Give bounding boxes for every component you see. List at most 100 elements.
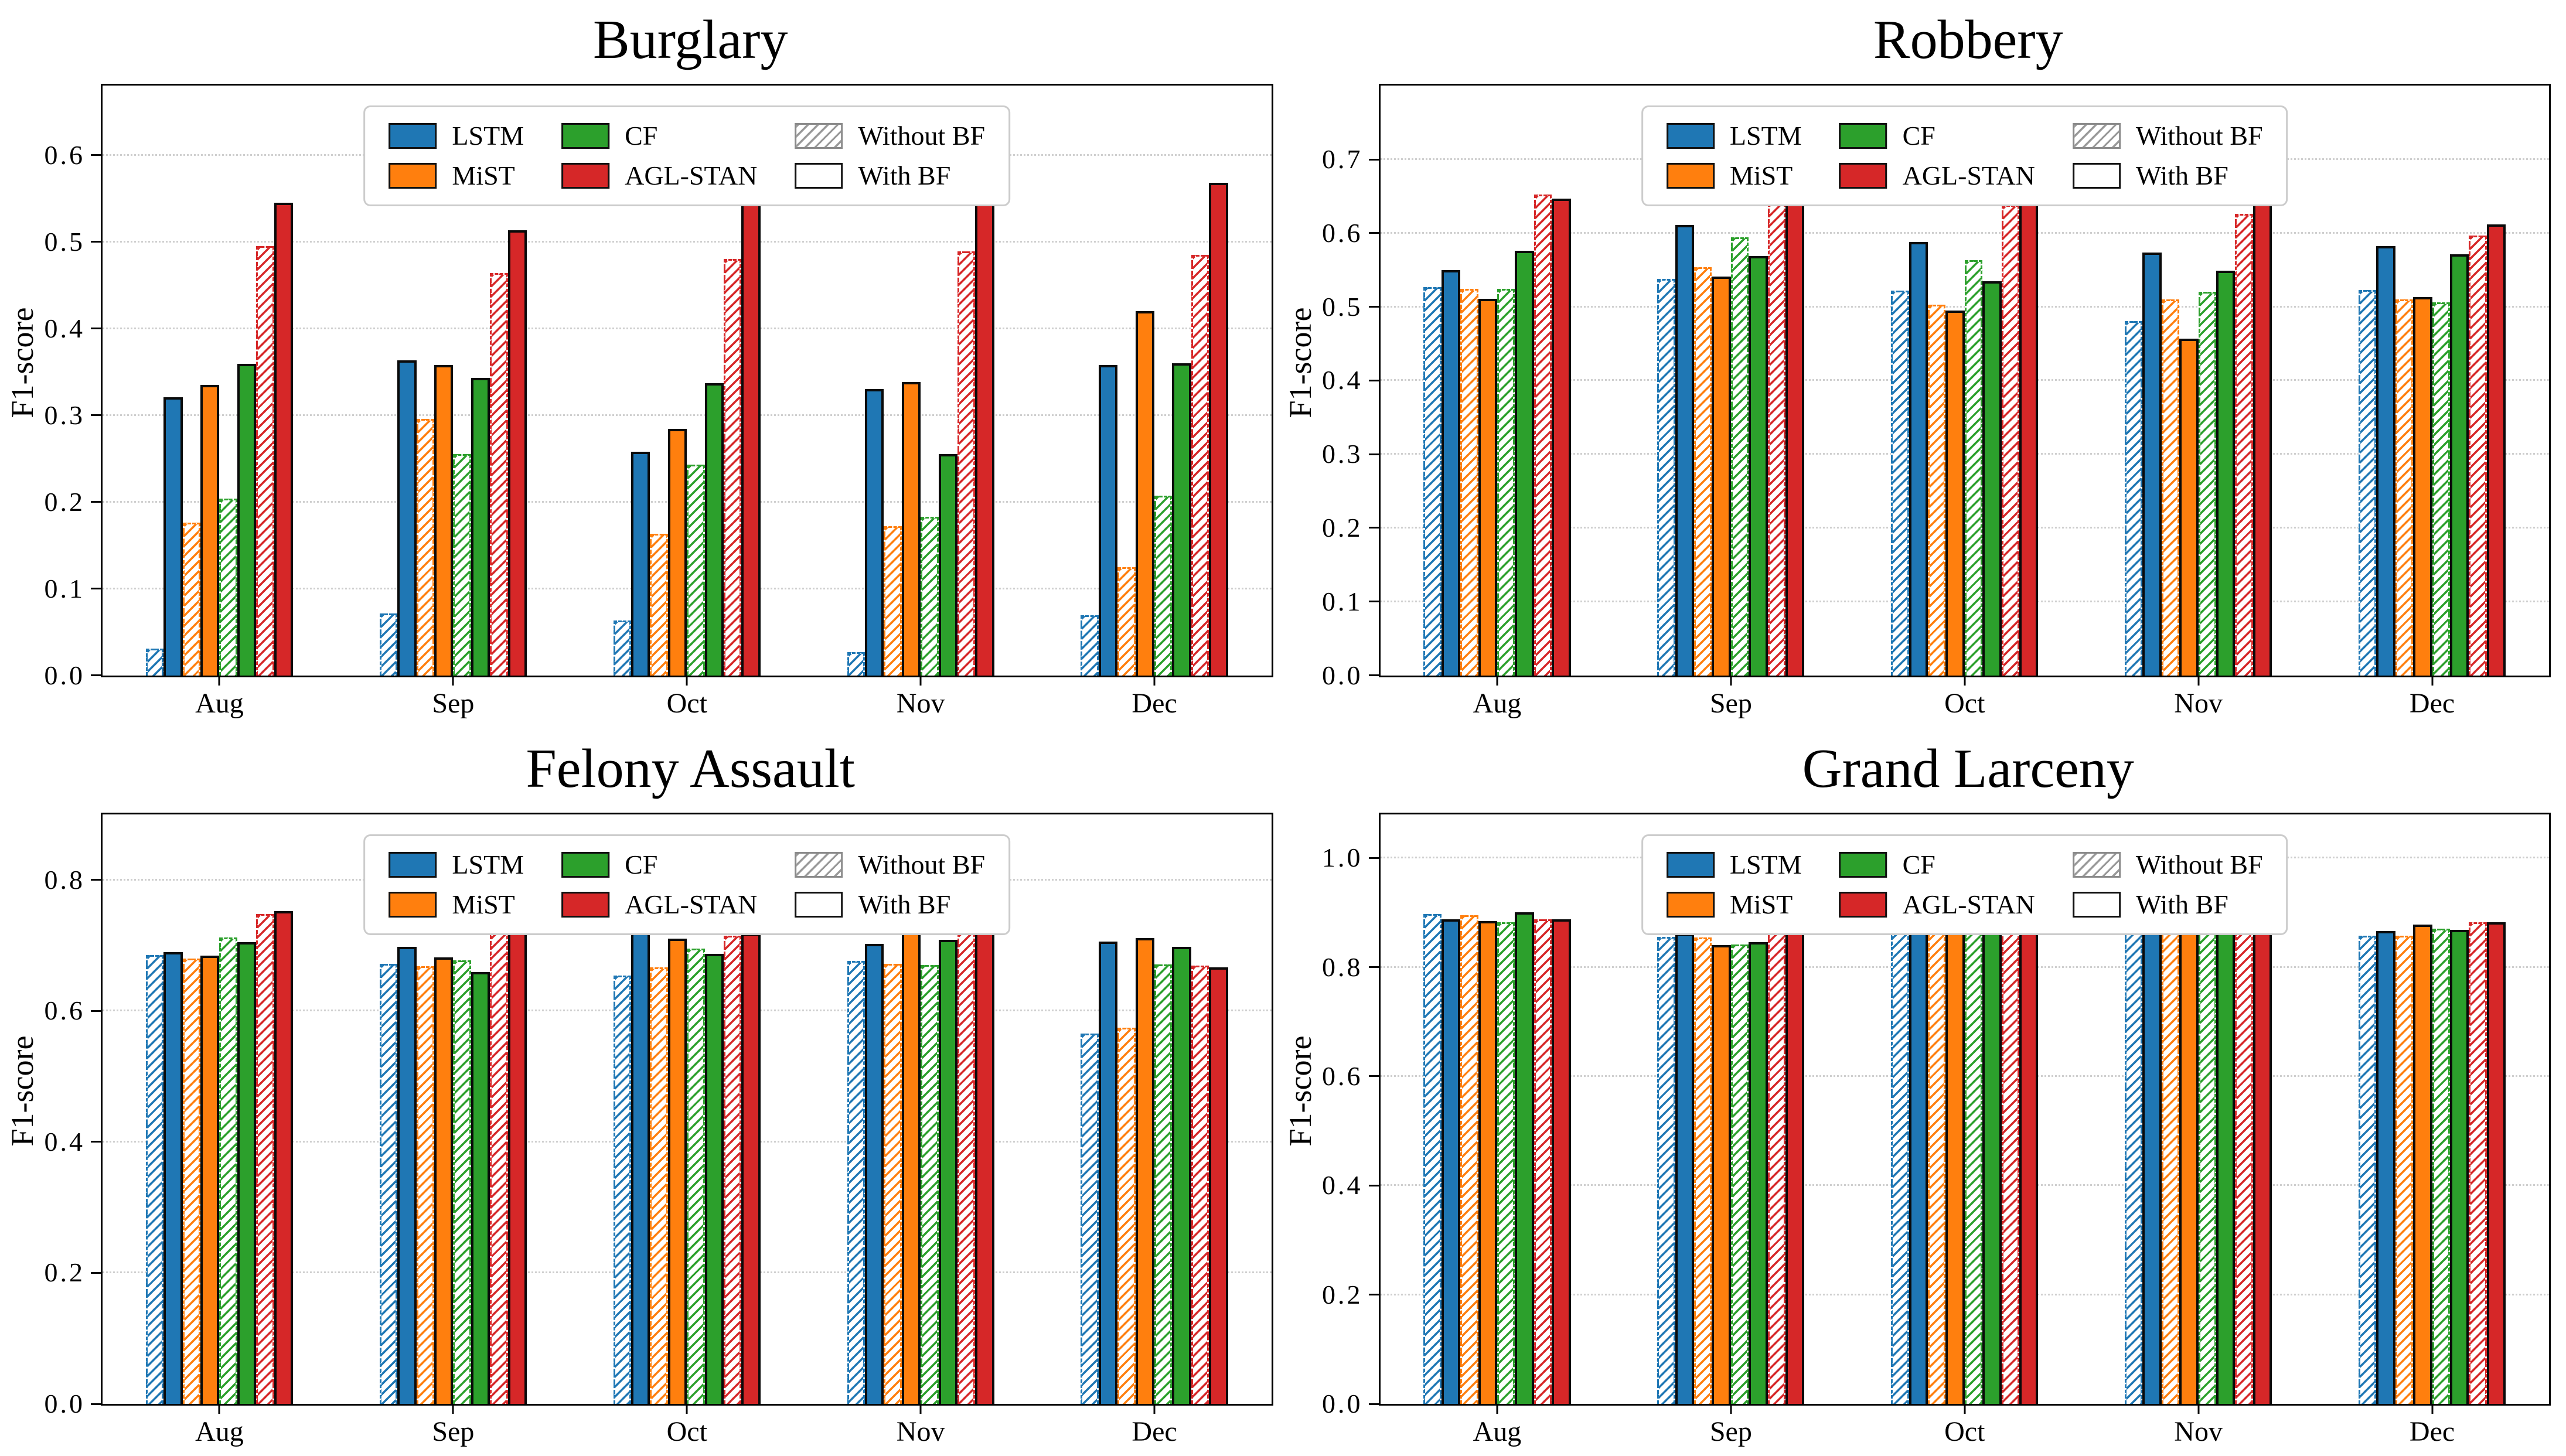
bar-cf-with-bf — [1515, 912, 1534, 1404]
bar-mist-without-bf — [884, 963, 902, 1404]
bar-agl-stan-without-bf — [2469, 922, 2487, 1404]
bar-group-oct — [1848, 86, 2081, 676]
legend-item-cf: CF — [561, 122, 757, 149]
bar-cf-with-bf — [1172, 363, 1191, 676]
bar-agl-stan-without-bf — [2001, 920, 2019, 1404]
bar-cluster — [1081, 86, 1228, 676]
legend-item-mist: MiST — [1666, 891, 1802, 918]
bar-agl-stan-without-bf — [724, 259, 742, 676]
bar-cluster — [1081, 814, 1228, 1404]
bar-cf-without-bf — [1154, 496, 1173, 676]
bar-lstm-without-bf — [1657, 937, 1675, 1404]
legend-item-agl-stan: AGL-STAN — [561, 162, 757, 189]
bar-mist-without-bf — [650, 967, 668, 1404]
legend-item-with-bf: With BF — [795, 162, 985, 189]
legend-swatch-without-bf — [2072, 851, 2121, 878]
legend-item-cf: CF — [561, 851, 757, 878]
x-tick-label: Aug — [195, 687, 244, 719]
x-tick-label: Oct — [666, 687, 707, 719]
bar-agl-stan-without-bf — [490, 272, 508, 676]
bar-lstm-without-bf — [1657, 278, 1675, 676]
bar-agl-stan-with-bf — [741, 933, 761, 1404]
bar-lstm-without-bf — [847, 652, 865, 676]
bar-lstm-with-bf — [1675, 933, 1695, 1404]
bar-group-aug — [103, 86, 336, 676]
bar-cf-without-bf — [921, 964, 939, 1404]
y-axis-label: F1-score — [5, 307, 40, 418]
x-tick-label: Sep — [432, 1416, 475, 1447]
legend-item-mist: MiST — [1666, 161, 1802, 191]
bar-cf-without-bf — [1497, 922, 1515, 1404]
bar-agl-stan-with-bf — [1552, 919, 1571, 1404]
y-tick-label: 0.8 — [1322, 952, 1363, 982]
y-tick-label: 0.2 — [44, 1257, 85, 1288]
bar-mist-with-bf — [1712, 277, 1731, 676]
legend-label: With BF — [858, 889, 951, 919]
bar-group-aug — [1381, 86, 1614, 676]
x-tick-label: Dec — [1132, 687, 1177, 719]
y-tick-label: 0.6 — [44, 995, 85, 1026]
bar-lstm-with-bf — [1098, 941, 1118, 1404]
bar-mist-with-bf — [434, 957, 454, 1404]
bar-mist-with-bf — [667, 939, 687, 1404]
bar-lstm-without-bf — [145, 955, 164, 1404]
bar-cluster — [1657, 814, 1805, 1404]
bar-agl-stan-with-bf — [2019, 195, 2039, 676]
y-tick-label: 0.0 — [1322, 660, 1363, 690]
legend-label: Without BF — [2135, 849, 2263, 879]
bar-cluster — [1423, 814, 1571, 1404]
bar-agl-stan-without-bf — [1534, 919, 1552, 1404]
x-tick-mark — [218, 675, 220, 686]
bar-mist-without-bf — [650, 534, 668, 676]
chart-felony-assault: Felony Assault F1-score 0.0 0.2 0.4 0.6 0.8 A… — [5, 737, 1280, 1451]
bar-mist-with-bf — [1945, 918, 1965, 1404]
bar-lstm-without-bf — [145, 648, 164, 676]
x-tick-label: Nov — [896, 1416, 945, 1447]
bar-group-sep — [336, 86, 570, 676]
legend-item-agl-stan: AGL-STAN — [561, 891, 757, 918]
y-tick-mark — [1368, 1403, 1379, 1405]
x-tick-mark — [2197, 1404, 2200, 1414]
legend-label: AGL-STAN — [625, 889, 758, 919]
legend-item-agl-stan: AGL-STAN — [1839, 162, 2035, 189]
legend-label: MiST — [1729, 161, 1793, 191]
x-tick-mark — [452, 675, 454, 686]
bar-agl-stan-without-bf — [256, 246, 274, 676]
x-tick-mark — [1964, 1404, 1966, 1414]
bar-lstm-without-bf — [379, 613, 398, 676]
y-tick-mark — [1368, 379, 1379, 381]
bar-agl-stan-without-bf — [957, 251, 976, 676]
bar-mist-with-bf — [1712, 945, 1731, 1404]
bar-mist-with-bf — [1478, 921, 1497, 1404]
legend-label: With BF — [2135, 889, 2228, 919]
bar-mist-without-bf — [182, 958, 201, 1404]
legend-item-lstm: LSTM — [1666, 122, 1802, 149]
x-tick-mark — [1153, 675, 1156, 686]
x-tick-label: Oct — [1944, 1416, 1985, 1447]
chart-robbery: Robbery F1-score 0.0 0.1 0.2 0.3 0.4 0.5 0.6 0.… — [1283, 8, 2558, 722]
y-tick-label: 0.2 — [1322, 1279, 1363, 1310]
bar-agl-stan-with-bf — [1209, 967, 1228, 1404]
y-tick-label: 0.2 — [1322, 512, 1363, 543]
legend-swatch-mist — [389, 891, 437, 918]
bar-mist-without-bf — [884, 526, 902, 676]
bar-cluster — [2125, 814, 2272, 1404]
y-tick-label: 0.4 — [44, 313, 85, 343]
plot-area: 0.0 0.1 0.2 0.3 0.4 0.5 0.6 Aug Sep Oct Nov Dec LSTM… — [45, 84, 1273, 717]
legend-item-with-bf: With BF — [2072, 162, 2263, 189]
bar-mist-without-bf — [2395, 935, 2414, 1404]
gridline — [1380, 231, 2549, 234]
x-tick-mark — [1496, 1404, 1498, 1414]
legend-item-lstm: LSTM — [1666, 851, 1802, 878]
y-tick-label: 0.0 — [44, 1389, 85, 1419]
bar-group-dec — [2315, 86, 2549, 676]
y-tick-mark — [1368, 527, 1379, 529]
bar-agl-stan-with-bf — [274, 203, 294, 676]
y-tick-label: 0.3 — [44, 400, 85, 430]
bar-cluster — [1657, 86, 1805, 676]
y-tick-label: 0.3 — [1322, 439, 1363, 469]
bar-lstm-with-bf — [2142, 252, 2162, 676]
bar-agl-stan-with-bf — [507, 928, 527, 1404]
bar-agl-stan-without-bf — [2469, 235, 2487, 676]
legend-swatch-cf — [561, 851, 610, 878]
